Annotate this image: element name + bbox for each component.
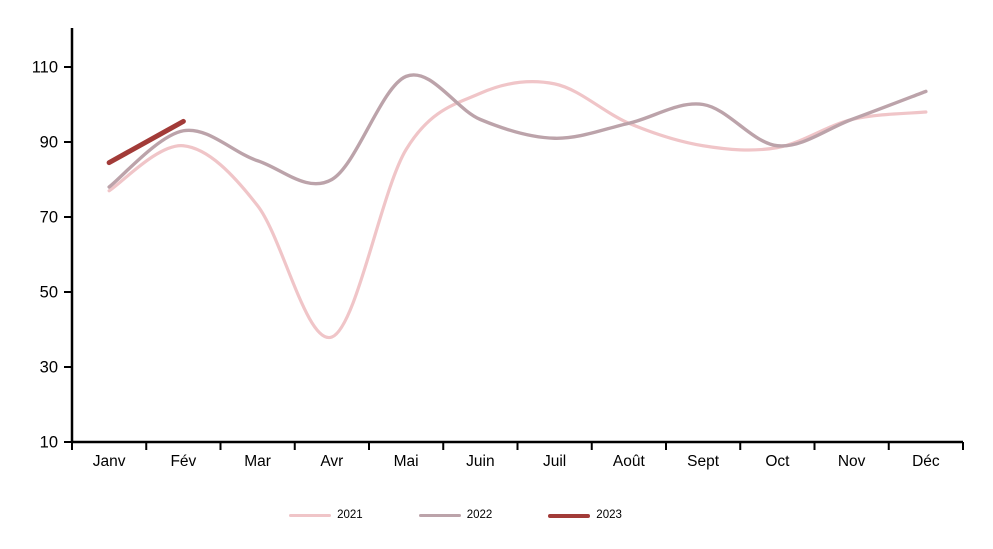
legend-item-2021: 2021 (289, 509, 363, 522)
x-category-label: Mai (394, 453, 419, 470)
x-category-label: Nov (838, 453, 866, 470)
x-category-label: Juil (543, 453, 566, 470)
y-tick-label: 50 (40, 284, 58, 302)
y-tick-label: 90 (40, 134, 58, 152)
legend-label-2022: 2022 (466, 509, 493, 521)
y-tick-label: 30 (40, 359, 58, 377)
x-category-label: Mar (244, 453, 271, 470)
series-line-2021 (107, 80, 928, 339)
legend-swatch-2022 (418, 514, 461, 518)
x-category-label: Déc (912, 453, 940, 470)
y-tick-label: 110 (32, 59, 58, 77)
series-line-2022 (107, 73, 928, 189)
x-category-label: Oct (765, 453, 790, 470)
legend-label-2023: 2023 (596, 509, 622, 521)
x-category-label: Sept (687, 453, 720, 470)
legend-item-2023: 2023 (548, 509, 622, 522)
x-category-label: Avr (320, 453, 343, 470)
legend-swatch-2023 (548, 513, 591, 518)
series-line-2023 (106, 118, 186, 166)
legend-swatch-2021 (289, 514, 332, 518)
y-tick-label: 70 (40, 209, 58, 227)
x-category-label: Août (613, 453, 646, 470)
x-category-label: Janv (93, 453, 126, 470)
y-tick-label: 10 (40, 434, 58, 452)
chart-legend: 2021 2022 2023 (0, 509, 952, 522)
x-category-label: Fév (170, 453, 196, 470)
line-chart-canvas: 110 90 70 50 30 10 Janv Fév Mar Avr Mai Juin Juil Aoû… (32, 28, 964, 470)
legend-label-2021: 2021 (337, 509, 363, 521)
legend-item-2022: 2022 (418, 509, 493, 522)
x-category-label: Juin (466, 453, 494, 470)
